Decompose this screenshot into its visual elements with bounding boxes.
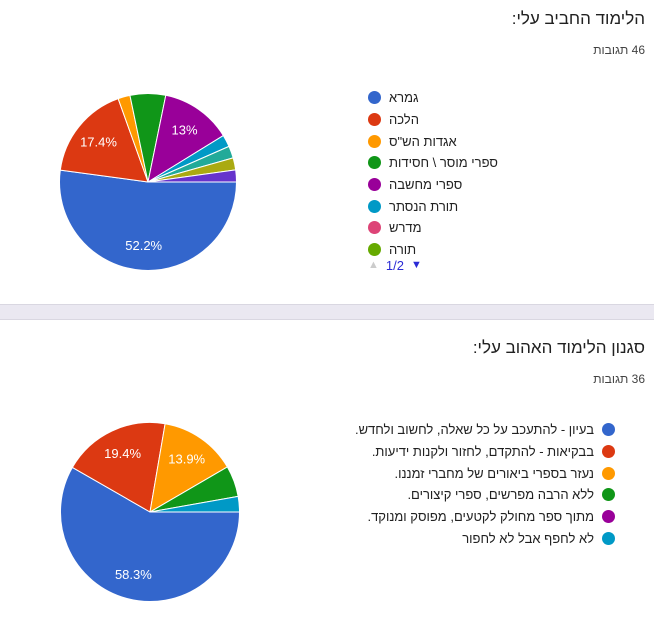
pie-slice-percent-label: 13.9% [168,452,205,467]
legend-item-label: ספרי מוסר \ חסידות [389,155,498,171]
legend-item: הלכה [368,109,498,131]
legend-item: מדרש [368,217,498,239]
legend-item: מתוך ספר מחולק לקטעים, מפוסק ומנוקד. [367,506,615,528]
legend-item: אגדות הש"ס [368,130,498,152]
legend-item-label: ספרי מחשבה [389,177,463,193]
legend-item-label: ללא הרבה מפרשים, ספרי קיצורים. [407,487,594,503]
legend-color-dot-icon [602,488,615,502]
legend-item: ספרי מחשבה [368,174,498,196]
legend-color-dot-icon [368,178,381,192]
legend-color-dot-icon [368,134,381,148]
legend-color-dot-icon [602,466,615,480]
pie-slice[interactable] [60,466,240,603]
legend-pager: ▲ 1/2 ▼ [368,257,422,273]
response-count: 46 תגובות [593,43,645,57]
legend-item: תורת הנסתר [368,195,498,217]
legend-page-down-icon[interactable]: ▼ [410,258,422,271]
legend-item-label: תורת הנסתר [389,198,459,214]
legend-page-up-icon[interactable]: ▲ [368,258,379,271]
legend-color-dot-icon [602,445,615,459]
legend-item-label: מדרש [389,220,422,236]
pie-slice[interactable] [71,421,166,513]
response-count: 36 תגובות [593,372,645,386]
legend-item: ללא הרבה מפרשים, ספרי קיצורים. [407,484,615,506]
legend-color-dot-icon [602,510,615,524]
legend-item-label: גמרא [389,90,419,106]
pie-slice-percent-label: 19.4% [104,446,141,461]
legend-item-label: לא לחפף אבל לא לחפור [462,530,594,546]
question-title: סגנון הלימוד האהוב עלי: [472,338,645,357]
legend-item: תורה [368,239,498,261]
legend-item: ספרי מוסר \ חסידות [368,152,498,174]
pie-slice-percent-label: 17.4% [80,134,117,149]
pie-slice[interactable] [59,98,149,183]
legend-color-dot-icon [368,91,381,105]
legend-color-dot-icon [368,243,381,257]
pie-slice-percent-label: 13% [171,122,197,137]
legend-item: בעיון - להתעכב על כל שאלה, לחשוב ולחדש. [355,419,615,441]
card-divider [0,304,654,320]
legend-page-indicator: 1/2 [385,257,404,273]
legend-item: נעזר בספרי ביאורים של מחברי זמננו. [394,462,615,484]
pie-slice-percent-label: 58.3% [115,567,152,582]
legend-color-dot-icon [368,113,381,127]
legend-item-label: נעזר בספרי ביאורים של מחברי זמננו. [394,465,594,481]
pie-slice[interactable] [147,169,238,183]
legend-color-dot-icon [368,221,381,235]
question-title: הלימוד החביב עלי: [511,9,645,28]
chart-legend: גמרא הלכה אגדות הש"ס ספרי מוסר \ חסידות ספרי… [368,87,498,261]
legend-item: בבקיאות - להתקדם, לחזור ולקנות ידיעות. [372,441,615,463]
legend-item-label: בבקיאות - להתקדם, לחזור ולקנות ידיעות. [371,444,594,460]
legend-color-dot-icon [602,531,615,545]
legend-item: לא לחפף אבל לא לחפור [462,527,615,549]
pie-slice[interactable] [147,94,224,183]
pie-slice[interactable] [149,495,240,513]
pie-chart-favorite-study[interactable]: 52.2% 17.4% 13% [58,92,238,272]
legend-item: גמרא [368,87,498,109]
pie-slice[interactable] [59,169,237,271]
pie-chart-learning-style[interactable]: 58.3% 19.4% 13.9% [59,421,241,603]
legend-color-dot-icon [368,199,381,213]
legend-item-label: תורה [389,242,417,258]
legend-color-dot-icon [602,423,615,437]
pie-slice-percent-label: 52.2% [125,238,162,253]
chart-legend: בעיון - להתעכב על כל שאלה, לחשוב ולחדש. ב… [355,419,615,549]
pie-slice[interactable] [149,423,228,513]
legend-color-dot-icon [368,156,381,170]
legend-item-label: מתוך ספר מחולק לקטעים, מפוסק ומנוקד. [367,509,594,525]
legend-item-label: הלכה [389,112,419,128]
legend-item-label: אגדות הש"ס [389,133,457,149]
legend-item-label: בעיון - להתעכב על כל שאלה, לחשוב ולחדש. [354,422,594,438]
